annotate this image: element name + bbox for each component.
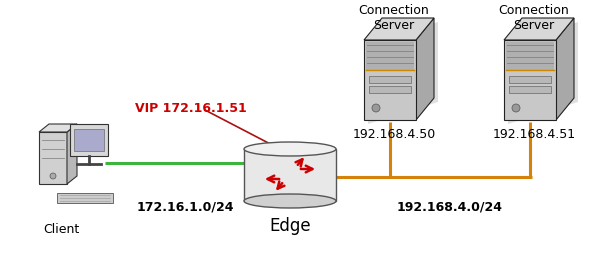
Circle shape [50,173,56,179]
Polygon shape [57,193,113,203]
Polygon shape [509,76,551,83]
Text: 192.168.4.51: 192.168.4.51 [492,128,576,141]
Polygon shape [364,40,416,120]
Polygon shape [556,18,574,120]
Circle shape [372,104,380,112]
Polygon shape [504,18,574,40]
Text: Connection
Server: Connection Server [499,4,569,32]
Polygon shape [39,132,67,184]
Text: Client: Client [43,223,79,236]
Text: 192.168.4.0/24: 192.168.4.0/24 [397,200,503,214]
Polygon shape [369,86,411,93]
Polygon shape [67,124,77,184]
Circle shape [512,104,520,112]
Polygon shape [368,22,438,124]
Polygon shape [509,86,551,93]
Polygon shape [369,76,411,83]
Polygon shape [39,124,77,132]
Text: Connection
Server: Connection Server [359,4,429,32]
Text: 172.16.1.0/24: 172.16.1.0/24 [136,200,234,214]
Polygon shape [364,18,434,40]
Text: VIP 172.16.1.51: VIP 172.16.1.51 [135,101,247,115]
Polygon shape [366,42,414,70]
Ellipse shape [244,142,336,156]
Polygon shape [70,124,108,156]
Text: 192.168.4.50: 192.168.4.50 [352,128,436,141]
Polygon shape [508,22,578,124]
Polygon shape [244,149,336,201]
Polygon shape [416,18,434,120]
Text: Edge: Edge [269,217,311,235]
Polygon shape [504,40,556,120]
Polygon shape [74,129,104,151]
Polygon shape [506,42,554,70]
Ellipse shape [244,194,336,208]
